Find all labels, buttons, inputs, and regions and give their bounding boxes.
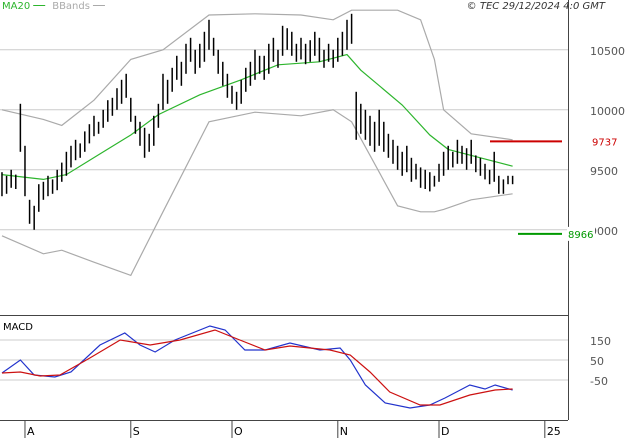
y-tick-label: 10500 (590, 45, 625, 58)
copyright: © TEC 29/12/2024 4:0 GMT (467, 1, 606, 12)
x-tick-label: S (133, 425, 140, 438)
y-tick-label: 10000 (590, 105, 625, 118)
x-tick-label: D (441, 425, 449, 438)
legend-label: MA20 (2, 1, 30, 12)
macd-line (1, 325, 513, 409)
level-label-bg (567, 226, 595, 241)
macd-title: MACD (3, 322, 33, 333)
legend-label: BBands (52, 1, 90, 12)
bband-lower (1, 109, 513, 277)
level-label: 9737 (592, 137, 617, 148)
macd-line (1, 329, 513, 406)
level-label-bg (591, 134, 619, 149)
ma-line (1, 53, 513, 181)
y-tick-label: -50 (590, 375, 608, 388)
bband-upper (1, 9, 513, 141)
y-tick-label: 150 (590, 335, 611, 348)
level-label: 8966 (568, 230, 593, 241)
x-tick-label: A (27, 425, 35, 438)
y-tick-label: 50 (590, 355, 604, 368)
y-tick-label: 9000 (590, 225, 618, 238)
x-tick-label: N (340, 425, 348, 438)
x-tick-label: O (234, 425, 243, 438)
x-tick-label: 25 (547, 425, 561, 438)
y-tick-label: 9500 (590, 165, 618, 178)
